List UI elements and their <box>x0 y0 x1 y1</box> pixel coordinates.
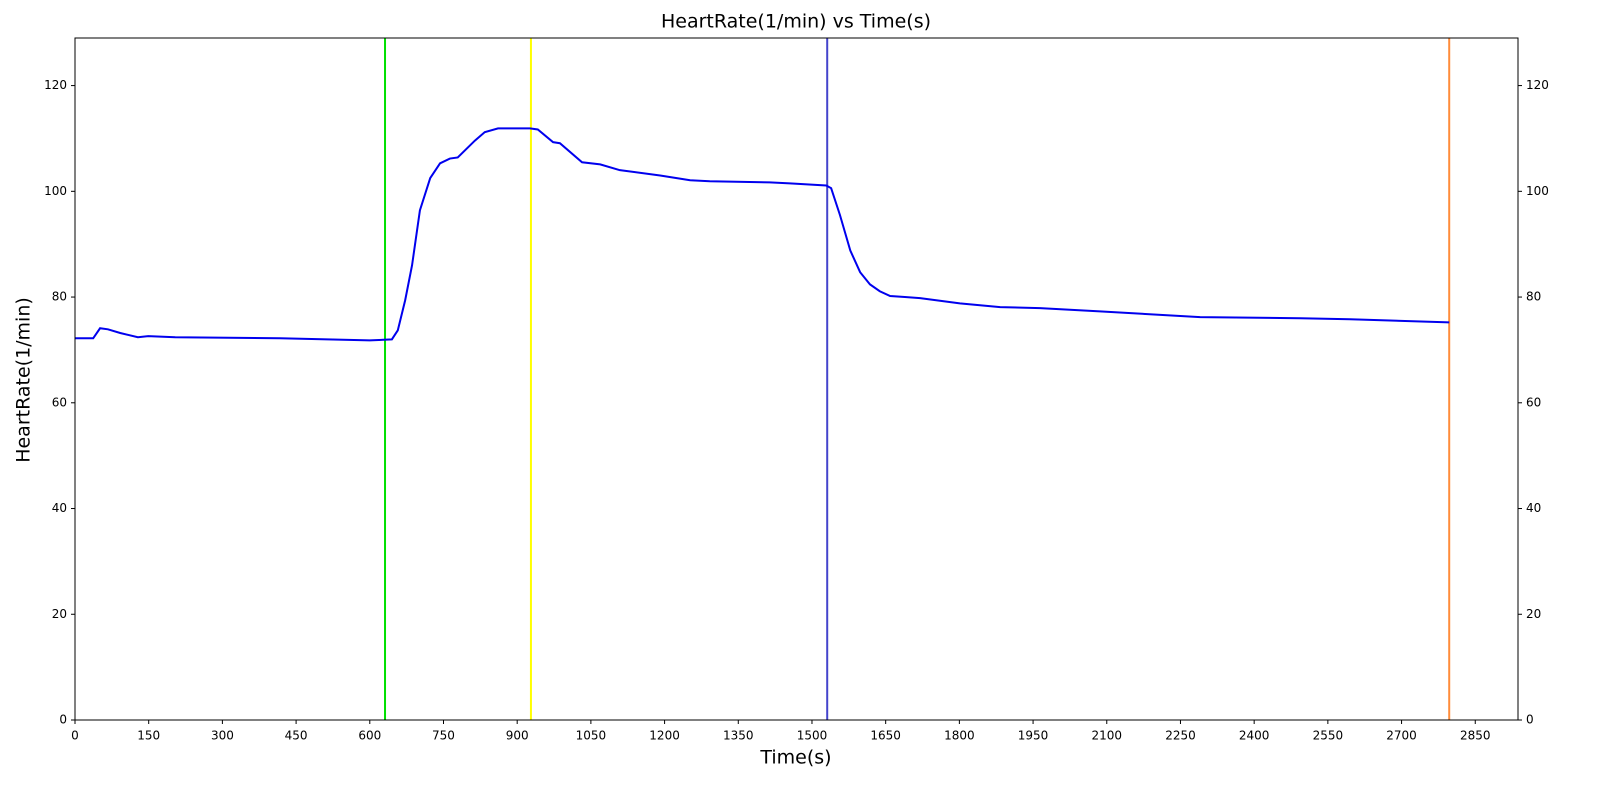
x-tick-label: 900 <box>506 729 529 743</box>
y2-tick-label: 100 <box>1526 184 1549 198</box>
x-tick-label: 1050 <box>576 729 607 743</box>
x-tick-label: 1200 <box>649 729 680 743</box>
x-tick-label: 450 <box>285 729 308 743</box>
x-tick-label: 1650 <box>870 729 901 743</box>
y-tick-label: 60 <box>52 395 67 409</box>
plot-frame <box>74 37 1519 721</box>
x-tick-label: 600 <box>358 729 381 743</box>
x-axis-label: Time(s) <box>759 747 831 769</box>
x-tick-label: 150 <box>137 729 160 743</box>
y2-tick-label: 60 <box>1526 395 1541 409</box>
x-tick-label: 1950 <box>1018 729 1049 743</box>
x-tick-label: 300 <box>211 729 234 743</box>
y2-tick-label: 120 <box>1526 78 1549 92</box>
x-tick-label: 2550 <box>1313 729 1344 743</box>
y-tick-label: 120 <box>44 78 67 92</box>
x-tick-label: 1350 <box>723 729 754 743</box>
x-tick-label: 750 <box>432 729 455 743</box>
y-tick-label: 20 <box>52 607 67 621</box>
y-axis-label: HeartRate(1/min) <box>13 297 35 463</box>
y-tick-label: 0 <box>59 713 67 727</box>
x-tick-label: 2100 <box>1091 729 1122 743</box>
data-line <box>75 127 1450 342</box>
y2-tick-label: 80 <box>1526 290 1541 304</box>
y-tick-label: 80 <box>52 290 67 304</box>
x-tick-label: 2250 <box>1165 729 1196 743</box>
y2-tick-label: 20 <box>1526 607 1541 621</box>
chart-title: HeartRate(1/min) vs Time(s) <box>661 11 931 33</box>
y2-tick-label: 40 <box>1526 501 1541 515</box>
y-tick-label: 40 <box>52 501 67 515</box>
x-tick-label: 1500 <box>797 729 828 743</box>
y2-tick-label: 0 <box>1526 713 1534 727</box>
y-tick-label: 100 <box>44 184 67 198</box>
x-tick-label: 2700 <box>1386 729 1417 743</box>
x-tick-label: 2850 <box>1460 729 1491 743</box>
x-tick-label: 2400 <box>1239 729 1270 743</box>
x-tick-label: 0 <box>71 729 79 743</box>
x-tick-label: 1800 <box>944 729 975 743</box>
